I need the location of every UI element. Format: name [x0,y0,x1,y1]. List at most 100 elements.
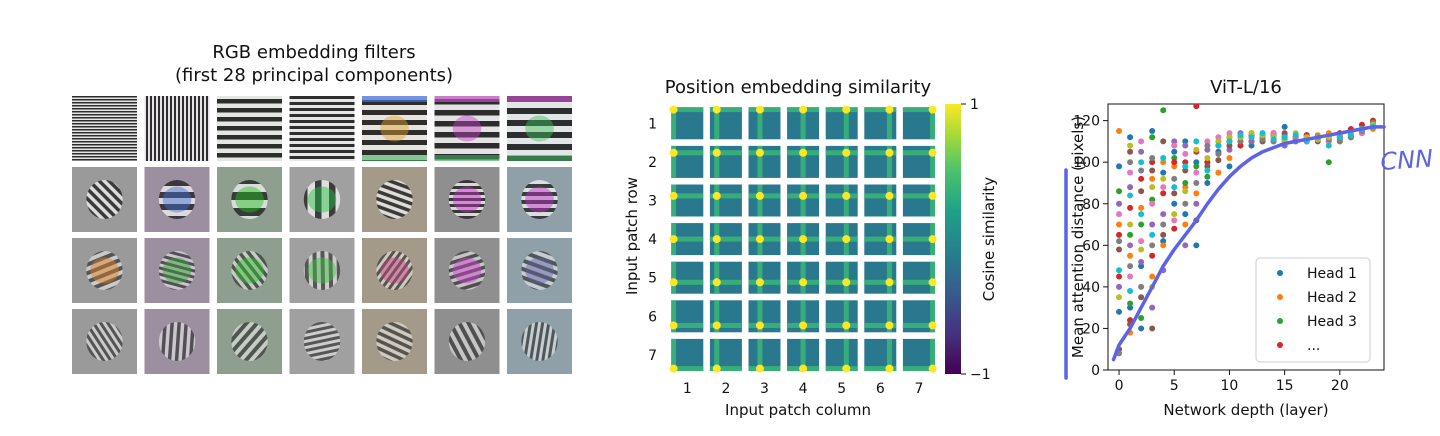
scatter-point [1116,188,1123,195]
similarity-cell [748,184,781,217]
scatter-title: ViT-L/16 [1210,77,1282,98]
scatter-point [1127,142,1134,149]
similarity-cell [825,300,858,333]
similarity-cell [669,105,704,140]
scatter-point [1127,231,1134,238]
similarity-cell [787,184,820,217]
similarity-cell [825,261,858,294]
scatter-point [1138,138,1145,145]
scatter-point [1149,325,1156,332]
scatter-point [1116,200,1123,207]
scatter-point [1182,179,1189,186]
scatter-point [1193,242,1200,249]
scatter-point [1270,130,1277,137]
similarity-cell [864,105,897,140]
similarity-cell [787,261,820,294]
scatter-point [1149,184,1156,191]
scatter-point [1182,200,1189,207]
filter-thumbnail [507,96,572,161]
scatter-point [1127,252,1134,259]
scatter-point [1138,294,1145,301]
scatter-point [1204,138,1211,145]
scatter-point [1138,211,1145,218]
x-tick-label: 0 [1115,378,1124,394]
scatter-point [1193,169,1200,176]
similarity-cell [902,184,937,217]
scatter-point [1149,128,1156,135]
scatter-point [1149,273,1156,280]
scatter-point [1149,231,1156,238]
scatter-point [1248,134,1255,141]
scatter-point [1182,150,1189,157]
legend-marker [1277,294,1283,300]
scatter-point [1149,196,1156,203]
x-tick-label: 10 [1221,378,1239,394]
scatter-point [1116,211,1123,218]
scatter-point [1204,146,1211,153]
similarity-cell [748,145,781,178]
position-panel: Position embedding similarity 1 2 3 4 5 6 7 1 2… [623,77,998,419]
similarity-cell [709,261,742,294]
x-tick-label: 15 [1276,378,1294,394]
similarity-cell [902,261,937,294]
similarity-cell [709,223,742,256]
filter-thumbnail [144,167,210,232]
filter-thumbnail [434,167,500,232]
legend-marker [1277,270,1283,276]
similarity-cell [669,338,704,373]
scatter-point [1182,188,1189,195]
scatter-point [1215,138,1222,145]
legend-label: ... [1307,338,1320,354]
scatter-point [1160,221,1167,228]
similarity-cell [825,105,858,140]
scatter-point [1127,169,1134,176]
similarity-cell [787,223,820,256]
scatter-point [1127,300,1134,307]
scatter-points [1116,103,1376,357]
scatter-point [1138,159,1145,166]
scatter-point [1127,273,1134,280]
similarity-cell [864,223,897,256]
filter-thumbnail [72,309,137,374]
scatter-point [1138,246,1145,253]
filter-thumbnail [362,309,427,374]
scatter-point [1127,263,1134,270]
scatter-point [1138,148,1145,155]
position-xlabel: Input patch column [725,401,871,419]
scatter-point [1116,267,1123,274]
filter-thumbnail [217,167,282,232]
similarity-cell [748,300,781,333]
filter-thumbnail [289,309,355,374]
scatter-point [1281,130,1288,137]
legend-marker [1277,342,1283,348]
scatter-point [1149,252,1156,259]
scatter-point [1138,238,1145,245]
scatter-point [1226,146,1233,153]
position-grid [669,105,937,373]
attention-distance-panel: ViT-L/16 0 20 40 60 80 100 120 0 5 10 15 20 Networ… [1069,77,1386,419]
scatter-point [1182,159,1189,166]
scatter-point [1193,163,1200,170]
similarity-cell [748,338,781,373]
scatter-point [1182,142,1189,149]
scatter-point [1226,155,1233,162]
scatter-point [1193,103,1200,110]
scatter-point [1160,175,1167,182]
legend-items: Head 1 Head 2 Head 3... [1277,266,1357,354]
scatter-point [1160,211,1167,218]
filter-thumbnail [144,309,210,374]
similarity-cell [787,105,820,140]
scatter-point [1138,167,1145,174]
scatter-point [1171,159,1178,166]
similarity-cell [864,261,897,294]
scatter-point [1204,155,1211,162]
scatter-point [1149,242,1156,249]
scatter-point [1171,148,1178,155]
y-tick-label: 100 [1073,155,1100,171]
scatter-point [1193,179,1200,186]
similarity-cell [902,300,937,333]
similarity-cell [787,300,820,333]
scatter-point [1116,238,1123,245]
scatter-point [1138,175,1145,182]
scatter-point [1336,138,1343,145]
